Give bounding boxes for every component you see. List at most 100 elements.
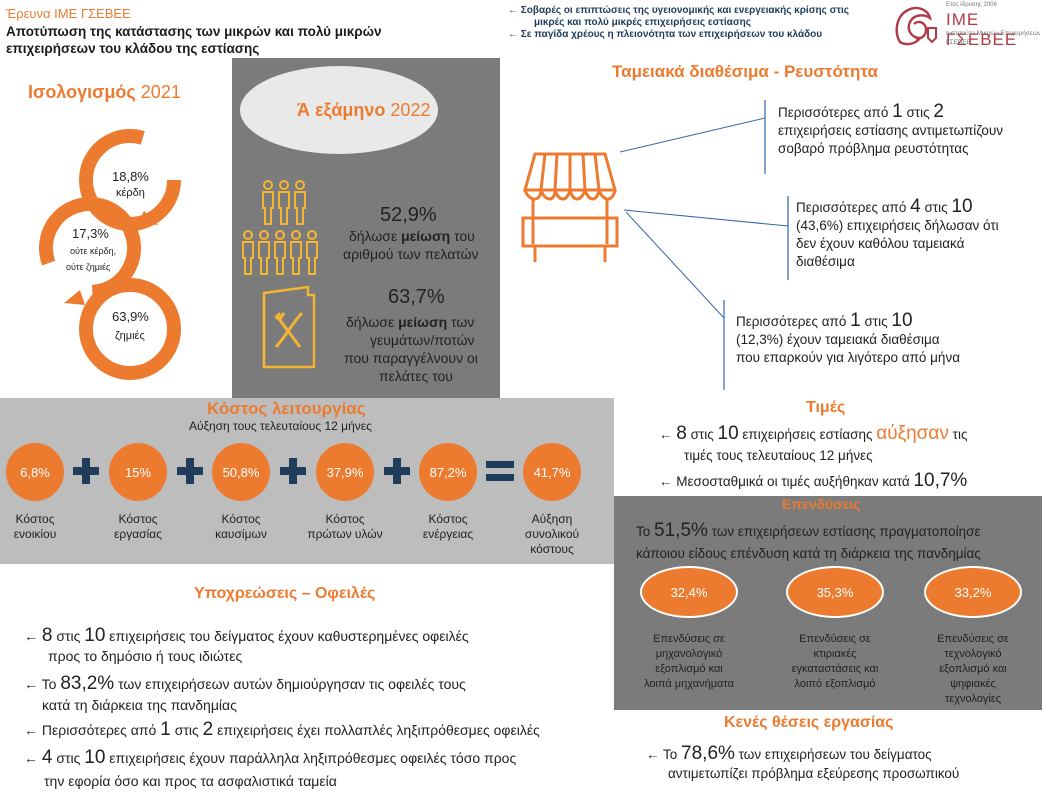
debts-b4-post: επιχειρήσεις έχουν παράλληλα ληξιπρόθεσμ… xyxy=(105,750,517,766)
costs-title: Κόστος λειτουργίας xyxy=(207,399,366,418)
prices-l1-highlight: αύξησαν xyxy=(876,423,949,444)
invest-machinery-label: Επενδύσεις σε μηχανολογικό εξοπλισμό και… xyxy=(626,632,752,692)
cash-b3-line2: (12,3%) έχουν ταμειακά διαθέσιμα xyxy=(736,332,940,347)
cash-b1-line3: σοβαρό πρόβλημα ρευστότητας xyxy=(778,141,969,156)
invest-buildings-l2: κτιριακές xyxy=(813,648,857,660)
debts-b1-arrow: ← xyxy=(24,628,42,644)
balance-item-profit-value: 18,8% xyxy=(112,169,149,184)
people-icon xyxy=(242,180,318,275)
cash-b3-mid: στις xyxy=(860,314,892,329)
cash-b1-n2: 2 xyxy=(933,101,944,122)
header-kicker: Έρευνα ΙΜΕ ΓΣΕΒΕΕ xyxy=(6,6,131,21)
invest-buildings-l1: Επενδύσεις σε xyxy=(799,633,871,645)
cash-b1-pre: Περισσότερες από xyxy=(778,105,893,120)
costs-subtitle: Αύξηση τους τελευταίους 12 μήνες xyxy=(189,419,372,433)
header-title-line1: Αποτύπωση της κατάστασης των μικρών και … xyxy=(6,24,382,39)
balance-title: Ισολογισμός 2021 xyxy=(28,82,181,103)
jobs-line1: ← Το 78,6% των επιχειρήσεων του δείγματο… xyxy=(646,744,932,764)
invest-technology-l4: ψηφιακές xyxy=(950,678,996,690)
balance-item-neutral-label1: ούτε κέρδη, xyxy=(70,246,117,256)
cost-fuel-circle: 50,8% xyxy=(212,443,270,501)
semester-stat2-line2: γευμάτων/ποτών xyxy=(370,332,475,348)
debts-b2-line2: κατά τη διάρκεια της πανδημίας xyxy=(42,697,237,713)
cost-energy-circle: 87,2% xyxy=(419,443,477,501)
logo-small-text: Ετος Ιδρυσης 2006 xyxy=(946,2,997,8)
debts-b4: ← 4 στις 10 επιχειρήσεις έχουν παράλληλα… xyxy=(24,748,516,768)
invest-buildings-l3: εγκαταστάσεις και xyxy=(791,663,879,675)
plus-icon xyxy=(177,458,203,484)
cost-total-label: Αύξηση συνολικού κόστους xyxy=(514,512,590,557)
debts-b4-n1: 4 xyxy=(41,747,53,768)
cash-b1-mid: στις xyxy=(902,105,934,120)
invest-buildings-l4: λοιπό εξοπλισμό xyxy=(794,678,876,690)
investments-intro: Το 51,5% των επιχειρήσεων εστίασης πραγμ… xyxy=(636,521,981,541)
debts-b1-n1: 8 xyxy=(41,625,53,646)
semester-stat1-strong: μείωση xyxy=(401,228,451,244)
cost-energy-label: Κόστος ενέργειας xyxy=(413,512,483,542)
cost-labor-label: Κόστος εργασίας xyxy=(103,512,173,542)
investments-title: Επενδύσεις xyxy=(782,496,861,512)
debts-b2-post: των επιχειρήσεων αυτών δημιούργησαν τις … xyxy=(114,676,466,692)
cost-total-label3: κόστους xyxy=(530,542,574,556)
cash-b3-pre: Περισσότερες από xyxy=(736,314,851,329)
cost-fuel-label: Κόστος καυσίμων xyxy=(206,512,276,542)
semester-stat1-line2: αριθμού των πελατών xyxy=(343,246,479,262)
jobs-post: των επιχειρήσεων του δείγματος xyxy=(734,747,932,762)
prices-line2: ← Μεσοσταθμικά οι τιμές αυξήθηκαν κατά 1… xyxy=(659,471,967,491)
invest-machinery-l2: μηχανολογικό xyxy=(655,648,723,660)
debts-b2-val: 83,2% xyxy=(60,673,115,694)
invest-machinery-l4: λοιπά μηχανήματα xyxy=(644,678,734,690)
debts-b3-mid: στις xyxy=(170,722,203,738)
cost-fuel-label2: καυσίμων xyxy=(215,527,267,541)
cost-raw-label: Κόστος πρώτων υλών xyxy=(300,512,390,542)
cost-rent-label: Κόστος ενοικίου xyxy=(0,512,70,542)
plus-icon xyxy=(73,458,99,484)
semester-title-ellipse xyxy=(240,66,438,154)
cash-b3-n2: 10 xyxy=(891,310,913,331)
invest-technology-l5: τεχνολογίες xyxy=(944,693,1002,705)
balance-title-a: Ισολογισμός xyxy=(28,82,136,102)
debts-b3-post: επιχειρήσεις έχει πολλαπλές ληξιπρόθεσμε… xyxy=(213,722,540,738)
cost-rent-circle: 6,8% xyxy=(6,443,64,501)
balance-item-loss-value: 63,9% xyxy=(112,309,149,324)
prices-l2-val: 10,7% xyxy=(913,470,968,491)
semester-stat2-strong: μείωση xyxy=(398,314,448,330)
cash-b2: Περισσότερες από 4 στις 10 (43,6%) επιχε… xyxy=(796,196,999,271)
prices-line1: ← 8 στις 10 επιχειρήσεις εστίασης αύξησα… xyxy=(659,424,968,444)
prices-l2-pre: ← Μεσοσταθμικά οι τιμές αυξήθηκαν κατά xyxy=(659,474,914,489)
debts-title: Υποχρεώσεις – Οφειλές xyxy=(194,585,376,602)
debts-b3-n2: 2 xyxy=(202,719,214,740)
investments-intro-post: των επιχειρήσεων εστίασης πραγματοποίησε xyxy=(707,524,981,539)
debts-b1-n2: 10 xyxy=(84,625,106,646)
invest-technology-l2: τεχνολογικό xyxy=(944,648,1002,660)
cash-b2-mid: στις xyxy=(920,200,952,215)
debts-b3: ← Περισσότερες από 1 στις 2 επιχειρήσεις… xyxy=(24,720,540,740)
jobs-title: Κενές θέσεις εργασίας xyxy=(724,714,894,731)
jobs-val: 78,6% xyxy=(681,743,735,764)
debts-b4-line2: την εφορία όσο και προς τα ασφαλιστικά τ… xyxy=(44,773,337,789)
cash-b1-n1: 1 xyxy=(892,101,903,122)
semester-stat2-value: 63,7% xyxy=(388,286,445,308)
cost-energy-label2: ενέργειας xyxy=(422,527,474,541)
header-bar xyxy=(0,0,1042,58)
debts-b3-arrow: ← Περισσότερες από xyxy=(24,722,161,738)
semester-title: Ά εξάμηνο 2022 xyxy=(297,100,430,121)
debts-b4-n2: 10 xyxy=(84,747,106,768)
debts-panel xyxy=(0,564,614,806)
cash-b3: Περισσότερες από 1 στις 10 (12,3%) έχουν… xyxy=(736,310,960,367)
invest-technology-l3: εξοπλισμό και xyxy=(939,663,1007,675)
cost-total-label2: συνολικού xyxy=(524,527,580,541)
semester-title-b: 2022 xyxy=(385,100,431,120)
prices-panel xyxy=(614,398,1042,496)
cash-b2-n2: 10 xyxy=(951,196,973,217)
prices-l1-end: τις xyxy=(948,427,968,442)
cost-raw-label2: πρώτων υλών xyxy=(307,527,383,541)
header-bullet1-line1: ← Σοβαρές οι επιπτώσεις της υγειονομικής… xyxy=(508,5,849,16)
semester-stat2-line3: που παραγγέλνουν οι xyxy=(344,350,478,366)
debts-b1-mid: στις xyxy=(52,628,85,644)
invest-buildings-label: Επενδύσεις σε κτιριακές εγκαταστάσεις κα… xyxy=(772,632,898,692)
cost-rent-label2: ενοικίου xyxy=(13,527,57,541)
prices-l1-post: επιχειρήσεις εστίασης xyxy=(738,427,877,442)
prices-l1-pre: ← xyxy=(659,427,677,442)
debts-b3-n1: 1 xyxy=(160,719,171,740)
